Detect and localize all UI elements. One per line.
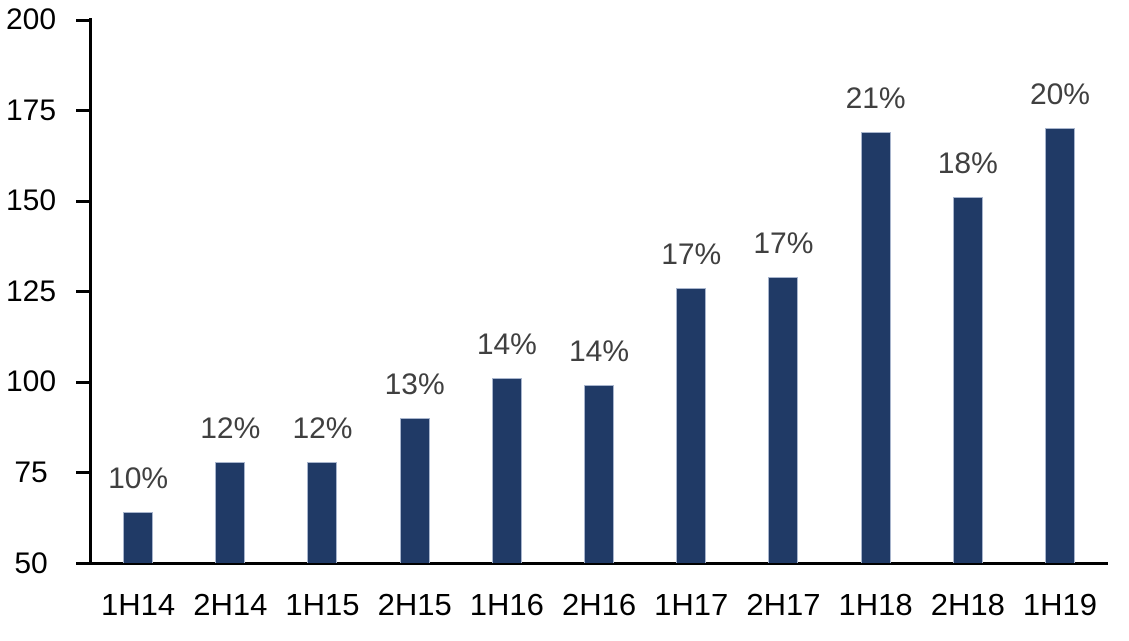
y-axis-tick [76, 18, 90, 22]
bar-slot: 12% [184, 20, 276, 563]
plot-area: 10% 12% 12% 13% 14% 14% 17% 17% 21% 18% 20% [92, 20, 1106, 563]
bar-value-label: 18% [937, 147, 998, 180]
bar-slot: 14% [461, 20, 553, 563]
y-axis-tick [76, 290, 90, 294]
bar-slot: 10% [92, 20, 184, 563]
bar-value-label: 12% [200, 412, 261, 445]
bar-value-label: 13% [384, 368, 445, 401]
bar-slot: 14% [553, 20, 645, 563]
x-axis-category-label: 1H16 [469, 587, 544, 622]
bar-slot: 17% [645, 20, 737, 563]
bar-slot: 12% [276, 20, 368, 563]
x-axis-category-label: 1H18 [838, 587, 913, 622]
y-axis-tick [76, 199, 90, 203]
bar-slot: 17% [737, 20, 829, 563]
x-axis-category-label: 2H16 [561, 587, 637, 622]
bar-slot: 20% [1014, 20, 1106, 563]
y-axis-tick-label: 150 [5, 184, 57, 218]
bar [768, 277, 799, 563]
y-axis-line [89, 18, 92, 565]
bar [860, 132, 891, 563]
bar [491, 378, 522, 563]
x-axis-category-label: 1H19 [1022, 587, 1098, 622]
bar [123, 512, 154, 563]
bar-slot: 21% [830, 20, 922, 563]
x-axis-line [89, 562, 1108, 565]
x-axis-category-label: 2H18 [930, 587, 1005, 622]
bar-value-label: 14% [569, 335, 630, 368]
y-axis-tick-label: 50 [14, 546, 48, 580]
y-axis-tick [76, 109, 90, 113]
bar-slot: 18% [922, 20, 1014, 563]
bar-slot: 13% [369, 20, 461, 563]
bar [584, 385, 615, 563]
bar [952, 197, 983, 563]
bar [399, 418, 430, 563]
y-axis-tick-label: 200 [5, 3, 57, 36]
x-axis-category-label: 1H15 [285, 587, 360, 622]
bar [215, 462, 246, 563]
y-axis-tick-label: 125 [5, 274, 57, 308]
y-axis-tick [76, 562, 90, 565]
bar [676, 288, 707, 563]
y-axis-tick [76, 380, 90, 384]
bar-value-label: 21% [845, 82, 906, 115]
bar-value-label: 17% [753, 227, 814, 260]
x-axis-category-label: 1H17 [654, 587, 729, 622]
bar [1044, 128, 1075, 563]
y-axis-tick-label: 175 [5, 93, 57, 127]
bar [307, 462, 338, 563]
bar-value-label: 12% [292, 412, 353, 445]
bar-value-label: 14% [476, 328, 537, 361]
bar-value-label: 17% [661, 238, 722, 271]
x-axis-labels: 1H14 2H14 1H15 2H15 1H16 2H16 1H17 2H17 1H18 2H18… [92, 588, 1106, 622]
x-axis-category-label: 2H15 [377, 587, 452, 622]
bar-value-label: 10% [108, 462, 169, 495]
y-axis-tick [76, 471, 90, 475]
y-axis-tick-label: 100 [5, 365, 57, 399]
x-axis-category-label: 1H14 [101, 587, 176, 622]
x-axis-category-label: 2H17 [746, 587, 821, 622]
y-axis-tick-label: 75 [14, 455, 48, 489]
x-axis-category-label: 2H14 [193, 587, 268, 622]
bar-value-label: 20% [1029, 78, 1090, 111]
